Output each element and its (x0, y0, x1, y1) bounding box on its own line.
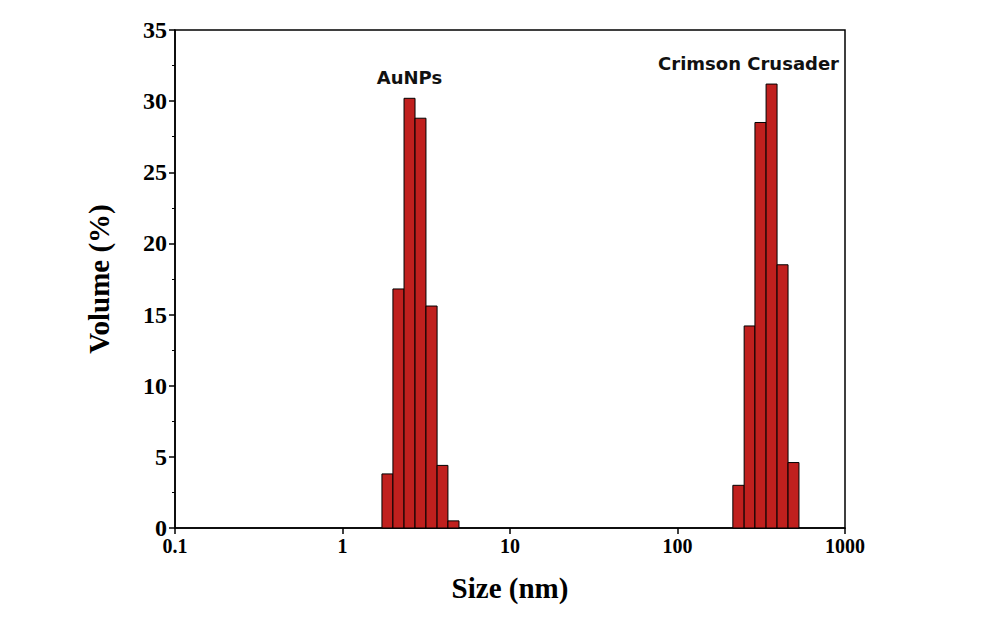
svg-text:10: 10 (500, 535, 520, 557)
svg-text:Volume (%): Volume (%) (83, 204, 116, 354)
svg-text:5: 5 (155, 444, 167, 470)
svg-text:20: 20 (143, 230, 167, 256)
svg-text:25: 25 (143, 159, 167, 185)
svg-text:15: 15 (143, 302, 167, 328)
svg-text:0: 0 (155, 515, 167, 541)
svg-text:1: 1 (338, 535, 348, 557)
svg-text:1000: 1000 (825, 535, 865, 557)
svg-text:0.1: 0.1 (163, 535, 188, 557)
svg-text:AuNPs: AuNPs (377, 67, 442, 88)
svg-text:10: 10 (143, 373, 167, 399)
svg-text:30: 30 (143, 88, 167, 114)
svg-text:100: 100 (663, 535, 693, 557)
svg-text:Crimson Crusader: Crimson Crusader (658, 53, 839, 74)
svg-text:Size (nm): Size (nm) (452, 572, 569, 605)
svg-text:35: 35 (143, 17, 167, 43)
